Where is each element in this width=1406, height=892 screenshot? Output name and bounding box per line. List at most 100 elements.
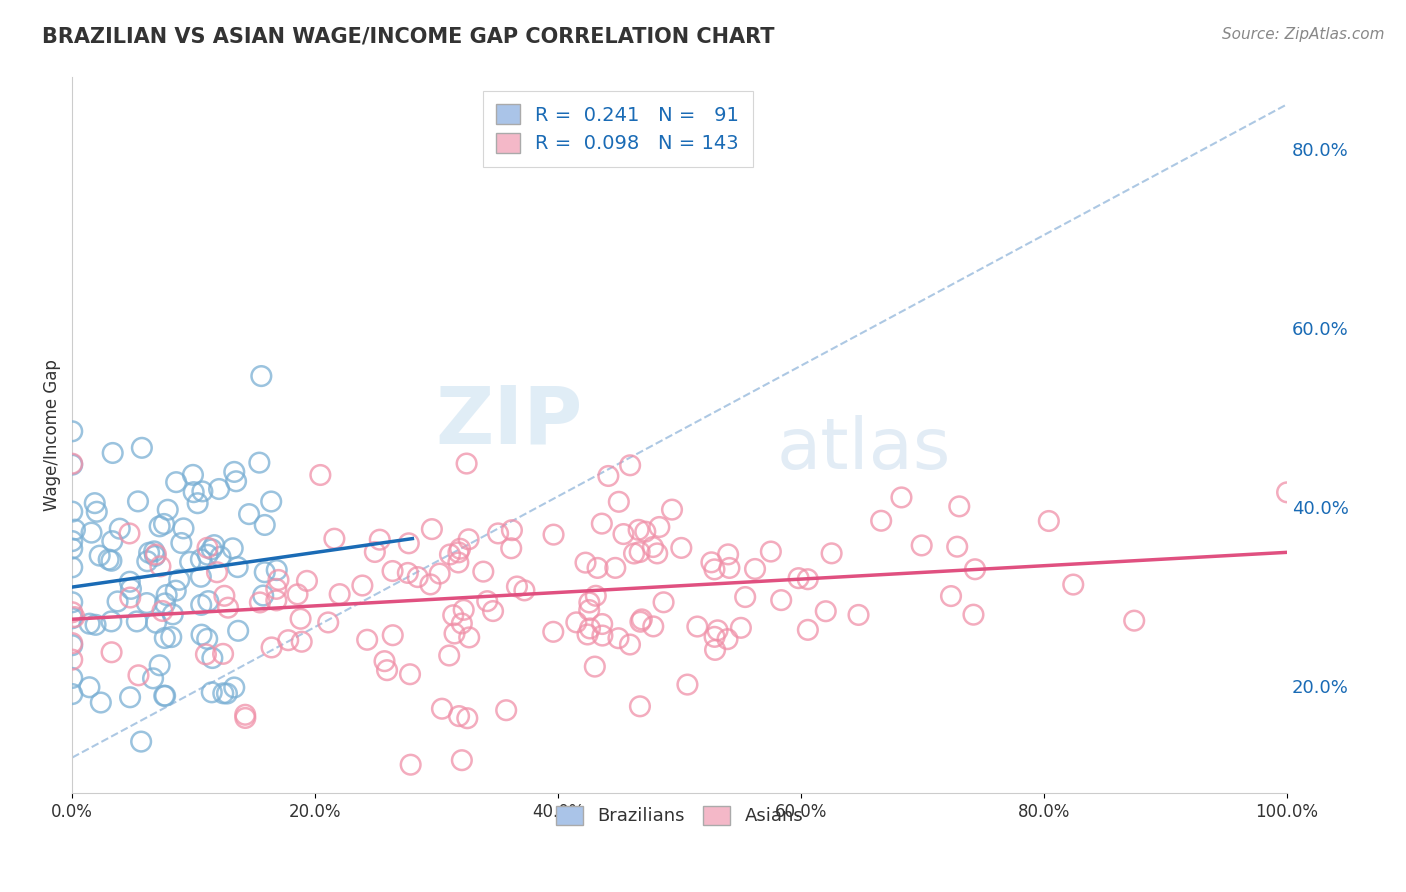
Point bbox=[152, 604, 174, 618]
Point bbox=[60, 534, 83, 549]
Point bbox=[63, 523, 86, 537]
Point bbox=[453, 603, 475, 617]
Point bbox=[848, 607, 870, 622]
Point bbox=[911, 538, 934, 552]
Point bbox=[634, 524, 657, 539]
Point bbox=[628, 545, 651, 559]
Point bbox=[948, 500, 970, 514]
Point bbox=[744, 562, 766, 576]
Point bbox=[233, 711, 256, 725]
Point bbox=[946, 540, 969, 554]
Point bbox=[253, 518, 276, 533]
Point bbox=[676, 677, 699, 691]
Point bbox=[703, 630, 725, 644]
Point bbox=[486, 526, 509, 541]
Point bbox=[60, 638, 83, 652]
Point bbox=[149, 519, 172, 533]
Point bbox=[250, 369, 273, 384]
Point bbox=[181, 467, 204, 482]
Point bbox=[212, 686, 235, 700]
Point bbox=[143, 549, 166, 563]
Point bbox=[60, 595, 83, 609]
Point bbox=[153, 689, 176, 703]
Point bbox=[406, 570, 429, 584]
Point bbox=[79, 616, 101, 631]
Point bbox=[396, 566, 419, 580]
Point bbox=[706, 624, 728, 638]
Point bbox=[149, 559, 172, 574]
Point bbox=[439, 548, 461, 562]
Point bbox=[482, 604, 505, 618]
Point bbox=[60, 605, 83, 619]
Point bbox=[329, 587, 352, 601]
Text: ZIP: ZIP bbox=[436, 382, 582, 460]
Point bbox=[399, 667, 422, 681]
Point bbox=[214, 589, 236, 603]
Point bbox=[170, 536, 193, 550]
Point bbox=[717, 547, 740, 561]
Point bbox=[60, 687, 83, 701]
Point bbox=[429, 566, 451, 581]
Point bbox=[797, 623, 820, 637]
Point bbox=[457, 533, 479, 547]
Point bbox=[591, 629, 613, 643]
Point bbox=[120, 582, 142, 596]
Point bbox=[201, 651, 224, 665]
Point bbox=[623, 546, 645, 560]
Point bbox=[60, 541, 83, 556]
Point bbox=[607, 631, 630, 645]
Point bbox=[309, 468, 332, 483]
Point bbox=[226, 560, 249, 574]
Point bbox=[591, 617, 613, 632]
Point bbox=[472, 565, 495, 579]
Point bbox=[619, 638, 641, 652]
Point bbox=[645, 546, 668, 560]
Point bbox=[60, 425, 83, 439]
Point bbox=[890, 491, 912, 505]
Point bbox=[458, 631, 481, 645]
Point bbox=[441, 608, 464, 623]
Point bbox=[437, 648, 460, 663]
Point bbox=[456, 457, 478, 471]
Point bbox=[60, 653, 83, 667]
Point bbox=[135, 596, 157, 610]
Point bbox=[127, 494, 149, 508]
Point bbox=[583, 659, 606, 673]
Point bbox=[238, 507, 260, 521]
Point bbox=[205, 566, 228, 580]
Point bbox=[591, 516, 613, 531]
Point bbox=[686, 619, 709, 633]
Point bbox=[84, 617, 107, 632]
Point bbox=[430, 702, 453, 716]
Point bbox=[364, 545, 387, 559]
Point bbox=[607, 495, 630, 509]
Point bbox=[1275, 485, 1298, 500]
Point bbox=[108, 522, 131, 536]
Point bbox=[648, 520, 671, 534]
Point bbox=[759, 544, 782, 558]
Point bbox=[495, 703, 517, 717]
Point bbox=[142, 671, 165, 685]
Point bbox=[153, 516, 176, 531]
Point bbox=[630, 612, 652, 626]
Text: atlas: atlas bbox=[778, 415, 952, 484]
Point bbox=[368, 533, 391, 547]
Point bbox=[734, 590, 756, 604]
Point bbox=[156, 502, 179, 516]
Point bbox=[156, 588, 179, 602]
Point bbox=[628, 699, 651, 714]
Point bbox=[153, 689, 176, 703]
Point bbox=[373, 654, 395, 668]
Point bbox=[447, 556, 470, 570]
Point bbox=[267, 573, 290, 587]
Point bbox=[506, 580, 529, 594]
Point bbox=[253, 565, 276, 579]
Point bbox=[127, 668, 149, 682]
Point bbox=[222, 541, 245, 556]
Point bbox=[60, 560, 83, 574]
Point bbox=[420, 522, 443, 536]
Point bbox=[190, 570, 212, 584]
Point bbox=[208, 482, 231, 496]
Point bbox=[252, 589, 274, 603]
Point bbox=[153, 631, 176, 645]
